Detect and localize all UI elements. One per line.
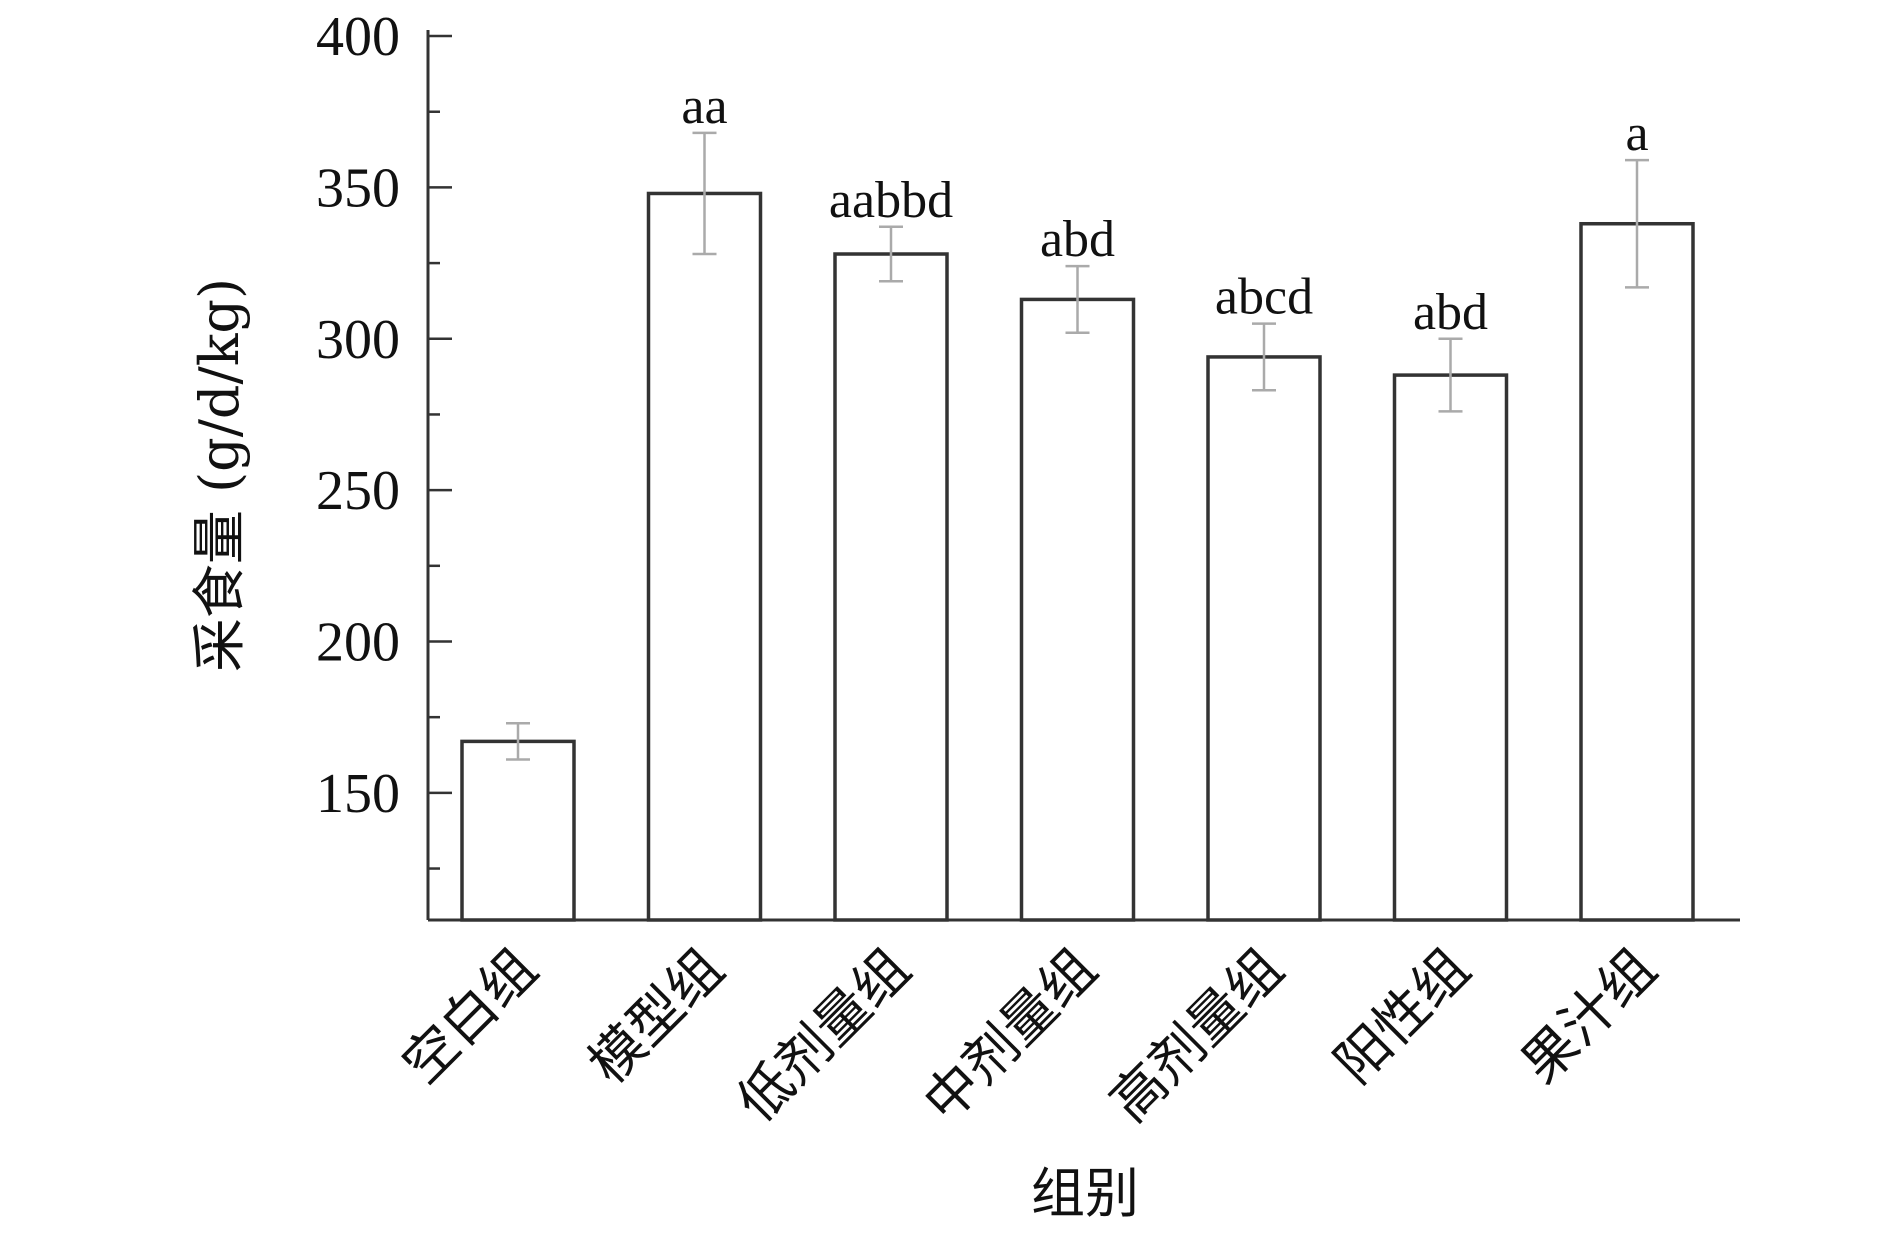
bar (1579, 221, 1695, 922)
bar (833, 252, 949, 922)
y-tick-label: 300 (316, 309, 400, 371)
y-axis-ticks: 150 200 250 300 350 400 (316, 6, 452, 870)
y-tick-label: 250 (316, 460, 400, 522)
y-tick-label: 400 (316, 6, 400, 68)
significance-label: aa (681, 78, 727, 135)
significance-label: abd (1413, 284, 1488, 341)
significance-label: a (1625, 105, 1648, 162)
significance-label: abd (1040, 211, 1115, 268)
y-tick-label: 200 (316, 611, 400, 673)
bar (1392, 373, 1509, 922)
x-tick-label: 高剂量组 (1098, 937, 1295, 1134)
significance-label: aabbd (829, 172, 953, 229)
y-tick-label: 150 (316, 763, 400, 825)
x-tick-label: 低剂量组 (725, 937, 922, 1134)
x-tick-label: 阳性组 (1323, 937, 1482, 1096)
significance-label: abcd (1215, 269, 1313, 326)
y-axis-title: 采食量 (g/d/kg) (188, 278, 251, 672)
y-tick-label: 350 (316, 157, 400, 219)
bar (646, 191, 763, 922)
bar (460, 739, 576, 922)
x-tick-label: 中剂量组 (911, 937, 1108, 1134)
x-axis-title: 组别 (1031, 1162, 1139, 1225)
bar (1206, 355, 1322, 922)
x-tick-label: 模型组 (577, 937, 736, 1096)
x-tick-label: 果汁组 (1509, 937, 1668, 1096)
x-tick-label: 空白组 (390, 937, 549, 1096)
bar (1019, 297, 1136, 922)
bars: aa aabbd abd abcd abd a (460, 78, 1695, 922)
